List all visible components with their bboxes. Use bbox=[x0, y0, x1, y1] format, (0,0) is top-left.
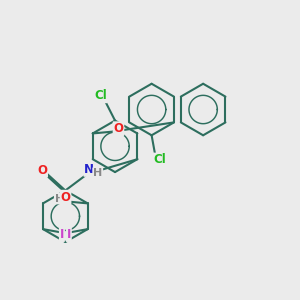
Text: H: H bbox=[55, 194, 64, 204]
Text: Cl: Cl bbox=[153, 153, 166, 167]
Text: O: O bbox=[37, 164, 47, 177]
Text: O: O bbox=[113, 122, 124, 135]
Text: I: I bbox=[67, 228, 71, 241]
Text: O: O bbox=[61, 190, 70, 204]
Text: Cl: Cl bbox=[94, 89, 107, 102]
Text: H: H bbox=[93, 168, 102, 178]
Text: I: I bbox=[60, 228, 64, 241]
Text: N: N bbox=[84, 163, 94, 176]
